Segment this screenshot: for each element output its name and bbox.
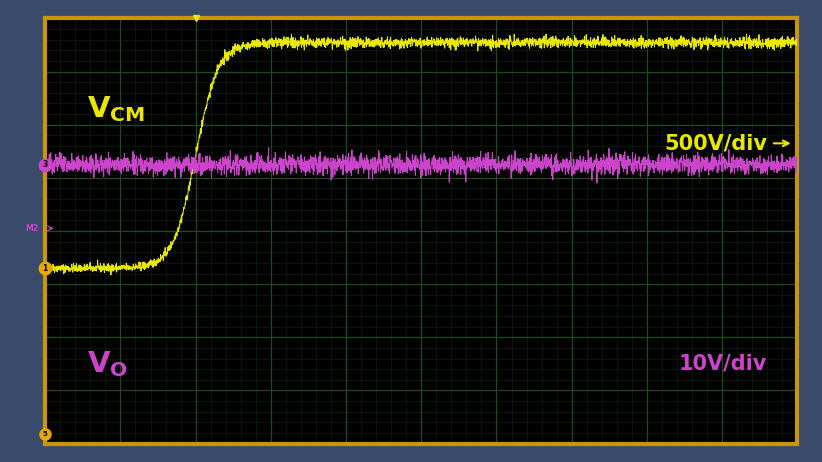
Text: 1: 1 (43, 264, 48, 273)
Text: 3: 3 (43, 160, 48, 169)
Text: 10V/div: 10V/div (679, 354, 767, 374)
Text: M2: M2 (25, 224, 38, 233)
Text: $\mathbf{V_O}$: $\mathbf{V_O}$ (86, 349, 127, 379)
Text: 5: 5 (43, 431, 48, 437)
Text: 500V/div: 500V/div (664, 134, 767, 153)
Text: $\mathbf{V_{CM}}$: $\mathbf{V_{CM}}$ (86, 94, 145, 124)
